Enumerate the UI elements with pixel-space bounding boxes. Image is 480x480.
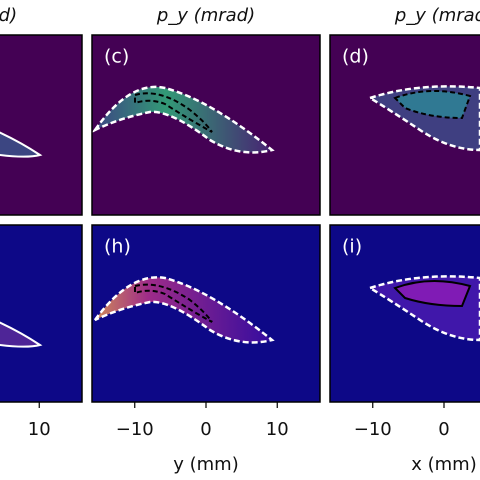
column-title: p_y (mrad) — [156, 5, 255, 26]
x-tick-label: 10 — [28, 419, 51, 440]
plume — [93, 276, 275, 344]
column-title: p_x (mrad) — [0, 5, 17, 26]
x-axis-label: y (mm) — [173, 454, 239, 475]
x-tick-label: 10 — [266, 419, 289, 440]
plume — [0, 131, 43, 158]
panel-label: (d) — [342, 46, 369, 68]
panel-frame — [91, 34, 321, 216]
contour — [134, 92, 213, 133]
heatmap-background — [0, 35, 82, 215]
panel-label: (c) — [104, 46, 129, 68]
plume — [91, 85, 275, 154]
x-tick-label: 0 — [200, 419, 211, 440]
x-axis-label: x (mm) — [0, 454, 1, 475]
panel-frame — [0, 224, 83, 403]
panel-label: (h) — [104, 236, 131, 258]
contour — [393, 89, 472, 120]
x-axis-label: x (mm) — [411, 454, 477, 475]
contour — [393, 279, 472, 308]
heatmap-background — [0, 225, 82, 402]
panel-label: (i) — [342, 236, 362, 258]
x-tick-label: 0 — [438, 419, 449, 440]
panel-frame — [329, 34, 480, 216]
plumes — [0, 85, 480, 348]
column-title: p_y (mrad) — [394, 5, 480, 26]
contour — [134, 283, 213, 323]
panel-frame — [0, 34, 83, 216]
x-tick-label: −10 — [354, 419, 392, 440]
x-tick-label: −10 — [116, 419, 154, 440]
plume — [0, 321, 43, 348]
